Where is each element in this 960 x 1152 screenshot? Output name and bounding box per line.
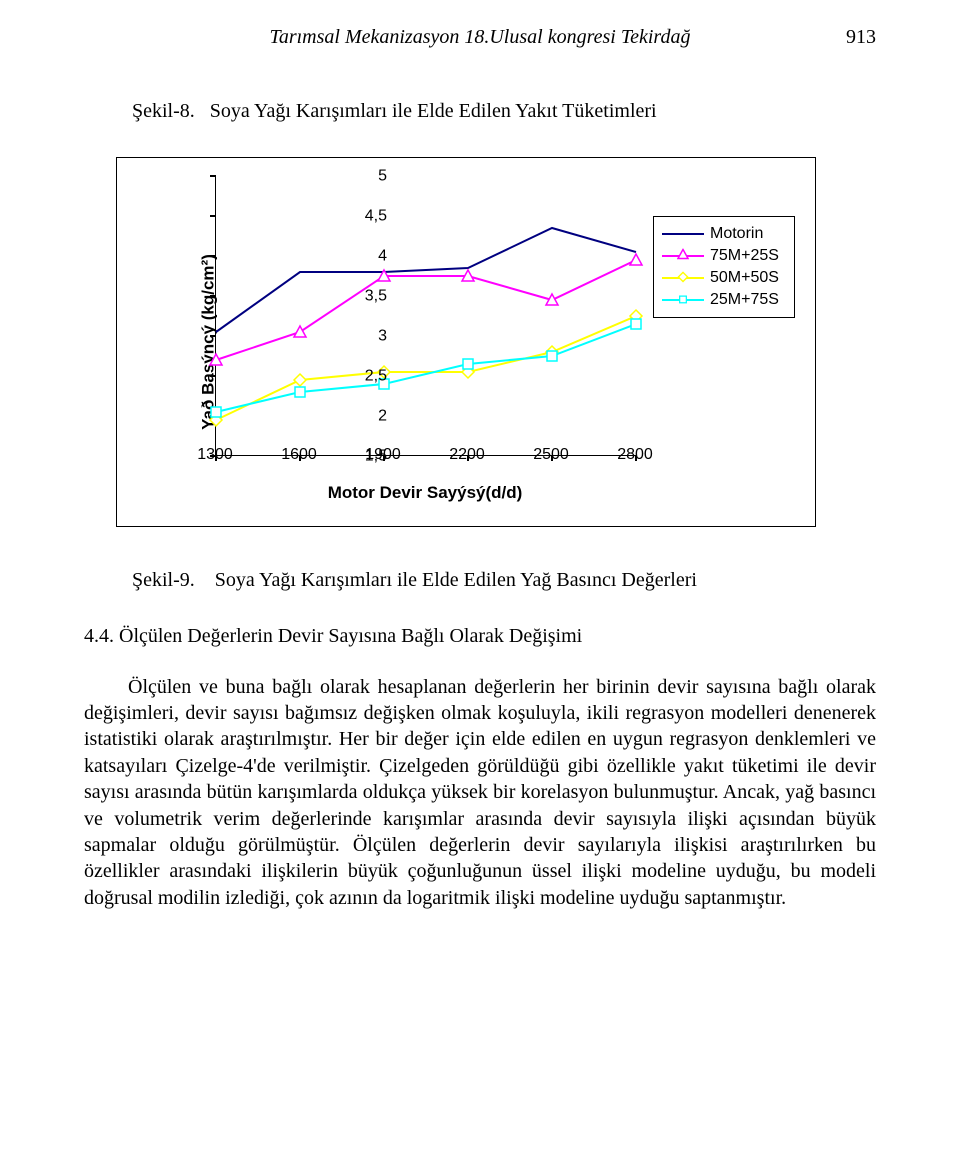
chart-plot-area <box>215 176 635 456</box>
header-title: Tarımsal Mekanizasyon 18.Ulusal kongresi… <box>270 26 691 48</box>
section-heading: 4.4. Ölçülen Değerlerin Devir Sayısına B… <box>84 623 876 649</box>
legend-item: 75M+25S <box>662 245 784 267</box>
legend-label: 25M+75S <box>710 289 779 310</box>
legend-item: Motorin <box>662 223 784 245</box>
figure-8-label: Şekil-8. <box>132 100 195 122</box>
page-number: 913 <box>846 24 876 50</box>
y-tick-label: 3 <box>378 325 387 346</box>
figure-9-text: Soya Yağı Karışımları ile Elde Edilen Ya… <box>215 569 697 591</box>
legend-item: 25M+75S <box>662 289 784 311</box>
body-paragraph: Ölçülen ve buna bağlı olarak hesaplanan … <box>84 674 876 912</box>
figure-8-caption: Şekil-8. Soya Yağı Karışımları ile Elde … <box>132 98 876 124</box>
y-tick-label: 4 <box>378 245 387 266</box>
chart-x-label: Motor Devir Sayýsý(d/d) <box>215 482 635 504</box>
x-tick-label: 2500 <box>533 444 569 465</box>
figure-8-text: Soya Yağı Karışımları ile Elde Edilen Ya… <box>210 100 657 122</box>
legend-label: 75M+25S <box>710 245 779 266</box>
chart-legend: Motorin75M+25S50M+50S25M+75S <box>653 216 795 318</box>
chart-container: Yað Basýncý (kg/cm²) Motor Devir Sayýsý(… <box>116 157 816 527</box>
x-tick-label: 2800 <box>617 444 653 465</box>
legend-label: 50M+50S <box>710 267 779 288</box>
y-tick-label: 3,5 <box>365 285 387 306</box>
y-tick-label: 4,5 <box>365 205 387 226</box>
figure-9-caption: Şekil-9. Soya Yağı Karışımları ile Elde … <box>132 567 876 593</box>
y-tick-label: 2,5 <box>365 365 387 386</box>
page-header: Tarımsal Mekanizasyon 18.Ulusal kongresi… <box>84 24 876 50</box>
x-tick-label: 1900 <box>365 444 401 465</box>
legend-label: Motorin <box>710 223 763 244</box>
figure-9-label: Şekil-9. <box>132 569 195 591</box>
y-tick-label: 5 <box>378 165 387 186</box>
x-tick-label: 1300 <box>197 444 233 465</box>
y-tick-label: 2 <box>378 405 387 426</box>
legend-item: 50M+50S <box>662 267 784 289</box>
x-tick-label: 1600 <box>281 444 317 465</box>
x-tick-label: 2200 <box>449 444 485 465</box>
body-text: Ölçülen ve buna bağlı olarak hesaplanan … <box>84 676 876 909</box>
